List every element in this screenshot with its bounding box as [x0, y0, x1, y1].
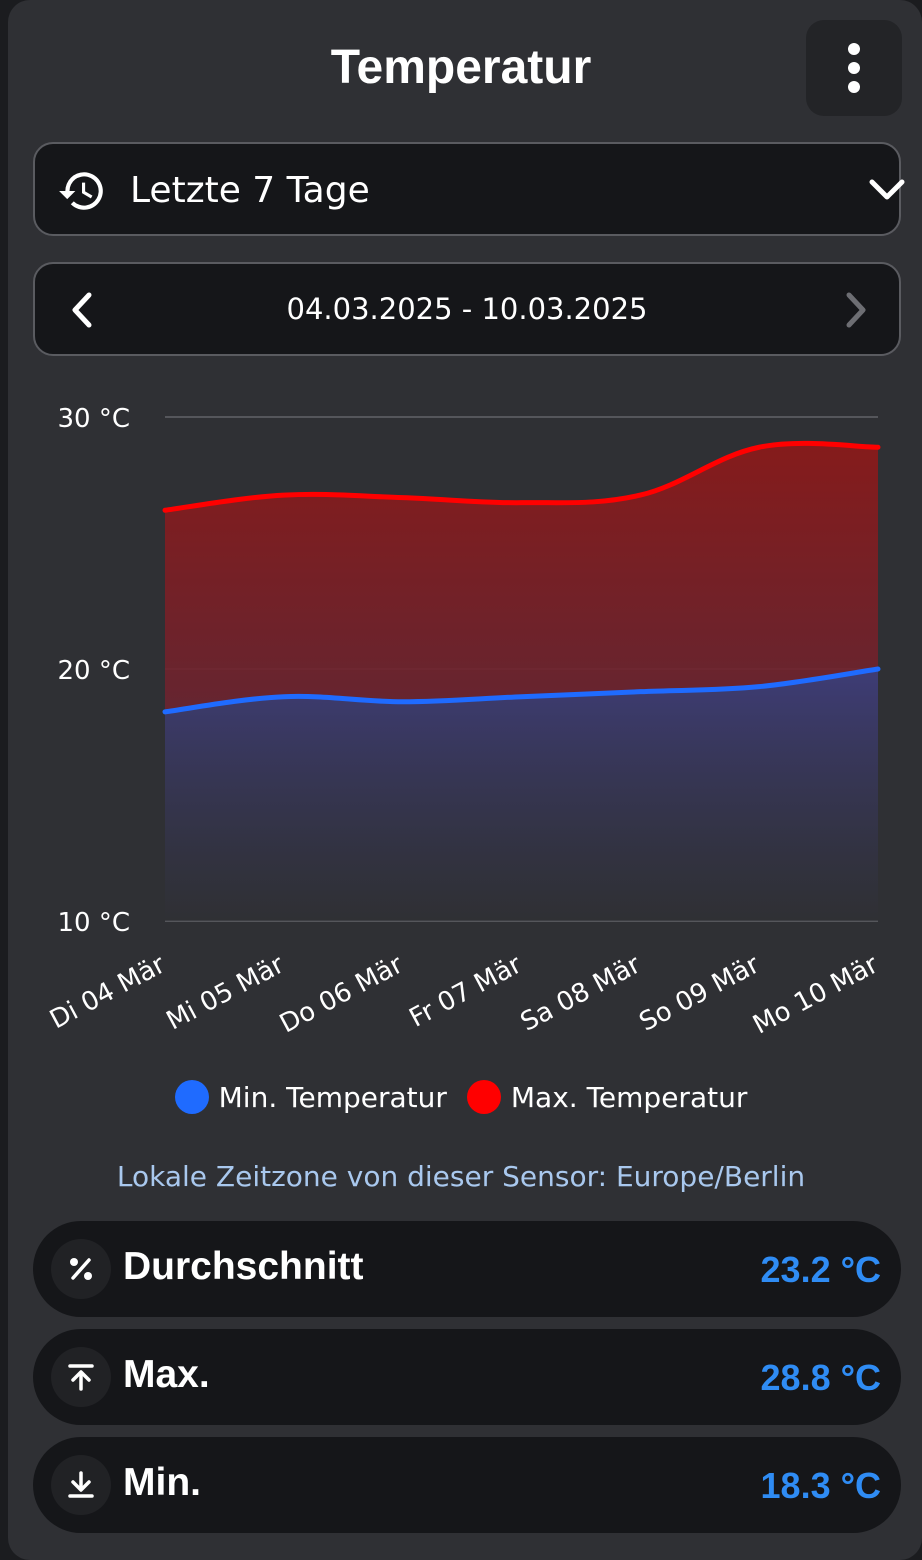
date-range-label: 04.03.2025 - 10.03.2025 [286, 292, 648, 326]
x-tick-label: Mo 10 Mär [748, 950, 883, 1041]
stat-average-value: 23.2 °C [760, 1249, 881, 1290]
legend-label-min: Min. Temperatur [218, 1080, 447, 1114]
x-tick-label: Do 06 Mär [275, 950, 408, 1040]
chevron-down-icon [869, 179, 905, 200]
arrow-up-to-line-icon [51, 1347, 111, 1407]
chart-legend: Min. Temperatur Max. Temperatur [0, 1080, 922, 1114]
more-vertical-icon-dot [848, 62, 860, 74]
stat-average: Durchschnitt 23.2 °C [33, 1221, 901, 1317]
stat-min-label: Min. [123, 1461, 201, 1504]
x-tick-label: Fr 07 Mär [405, 950, 527, 1034]
y-tick-label: 30 °C [57, 404, 130, 434]
stat-min: Min. 18.3 °C [33, 1437, 901, 1533]
legend-swatch-max [466, 1080, 501, 1114]
date-range-navigator: 04.03.2025 - 10.03.2025 [33, 262, 901, 356]
timezone-note: Lokale Zeitzone von dieser Sensor: Europ… [116, 1160, 806, 1193]
max-temperature-line [162, 440, 881, 513]
min-temperature-line [162, 666, 881, 715]
more-vertical-icon [848, 43, 860, 55]
stat-max-value: 28.8 °C [760, 1357, 881, 1398]
x-tick-label: So 09 Mär [635, 950, 765, 1038]
legend-item-min[interactable]: Min. Temperatur [174, 1080, 447, 1114]
legend-item-max[interactable]: Max. Temperatur [466, 1080, 748, 1114]
stat-max-label: Max. [123, 1353, 210, 1396]
page-title: Temperatur [330, 41, 592, 94]
x-tick-label: Sa 08 Mär [516, 950, 646, 1038]
more-vertical-icon-dot [848, 81, 860, 93]
x-tick-label: Mi 05 Mär [162, 950, 290, 1037]
more-options-button[interactable] [806, 20, 902, 116]
period-select-label: Letzte 7 Tage [130, 170, 370, 211]
x-tick-label: Di 04 Mär [45, 950, 171, 1036]
percent-icon [51, 1239, 111, 1299]
history-icon [59, 172, 103, 210]
y-tick-label: 10 °C [57, 908, 130, 938]
legend-label-max: Max. Temperatur [510, 1080, 748, 1114]
chevron-right-icon[interactable] [841, 290, 873, 330]
max-temperature-area [165, 443, 878, 712]
chevron-left-icon[interactable] [65, 290, 97, 330]
stat-min-value: 18.3 °C [760, 1465, 881, 1506]
period-select[interactable]: Letzte 7 Tage [33, 142, 905, 236]
stat-average-label: Durchschnitt [123, 1245, 364, 1288]
y-tick-label: 20 °C [57, 656, 130, 686]
stat-max: Max. 28.8 °C [33, 1329, 901, 1425]
arrow-down-to-line-icon [51, 1455, 111, 1515]
legend-swatch-min [174, 1080, 209, 1114]
min-temperature-area [165, 669, 878, 921]
